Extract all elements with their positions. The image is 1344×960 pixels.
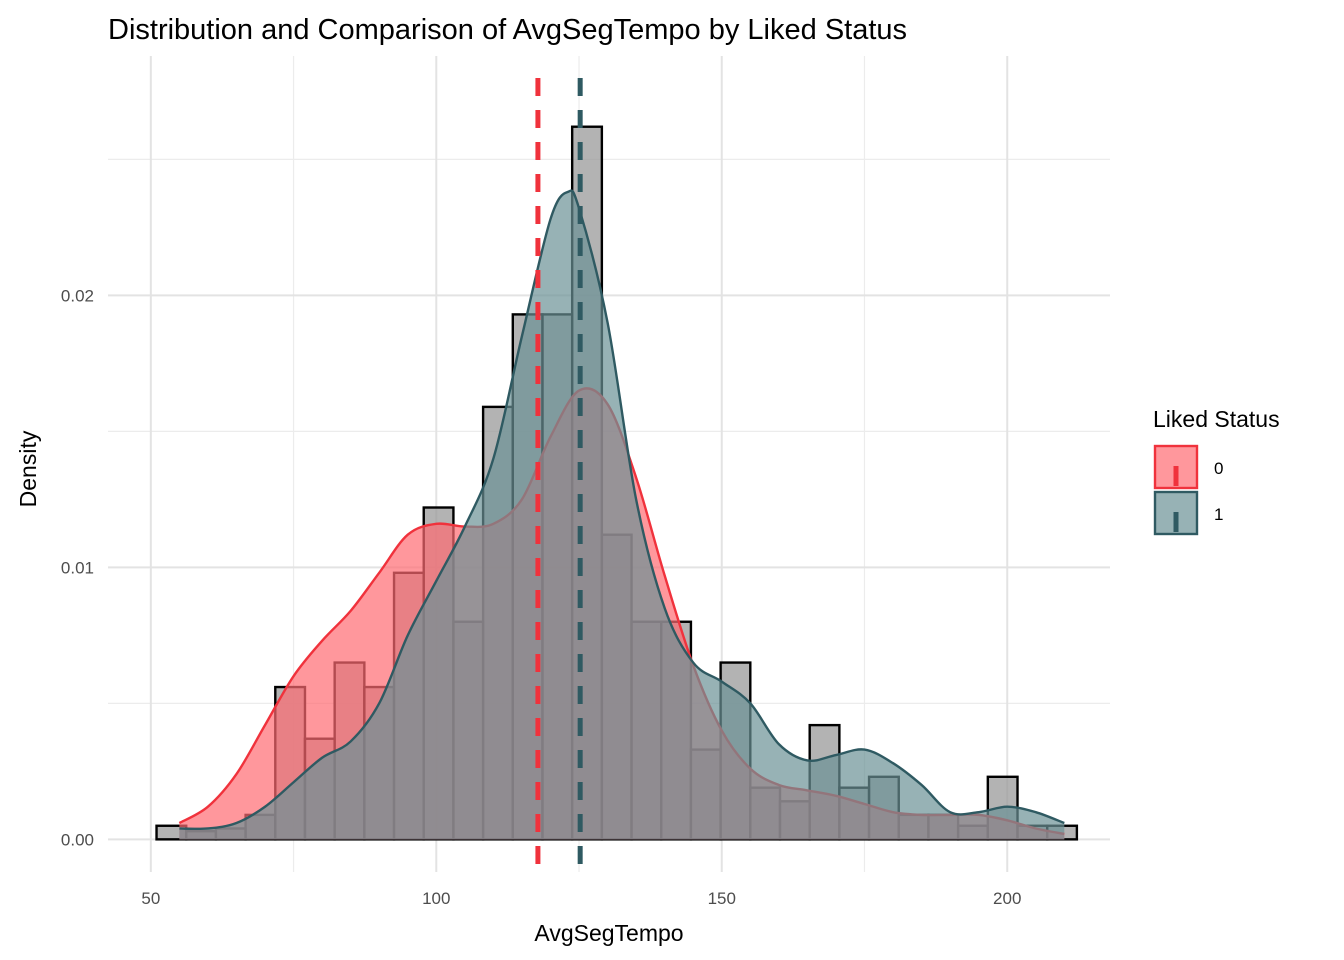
y-axis-ticks: 0.00 0.01 0.02 bbox=[61, 286, 94, 849]
legend: Liked Status 0 1 bbox=[1153, 406, 1280, 536]
x-tick-label-0: 50 bbox=[141, 889, 160, 908]
y-axis-title: Density bbox=[15, 430, 41, 507]
x-tick-label-2: 150 bbox=[708, 889, 736, 908]
y-tick-label-1: 0.01 bbox=[61, 558, 94, 577]
x-axis-ticks: 50 100 150 200 bbox=[141, 889, 1021, 908]
legend-label-1: 1 bbox=[1214, 505, 1223, 524]
x-tick-label-1: 100 bbox=[422, 889, 450, 908]
x-axis-title: AvgSegTempo bbox=[534, 920, 683, 946]
legend-key-1 bbox=[1153, 490, 1199, 536]
density-line-1 bbox=[179, 189, 1065, 831]
y-tick-label-2: 0.02 bbox=[61, 286, 94, 305]
legend-key-0 bbox=[1153, 444, 1199, 490]
x-tick-label-3: 200 bbox=[993, 889, 1021, 908]
legend-title: Liked Status bbox=[1153, 406, 1280, 432]
legend-label-0: 0 bbox=[1214, 459, 1223, 478]
y-tick-label-0: 0.00 bbox=[61, 830, 94, 849]
chart-title: Distribution and Comparison of AvgSegTem… bbox=[108, 14, 907, 46]
mean-lines bbox=[535, 78, 583, 872]
density-area-1 bbox=[179, 190, 1065, 840]
density-curves bbox=[178, 189, 1065, 840]
